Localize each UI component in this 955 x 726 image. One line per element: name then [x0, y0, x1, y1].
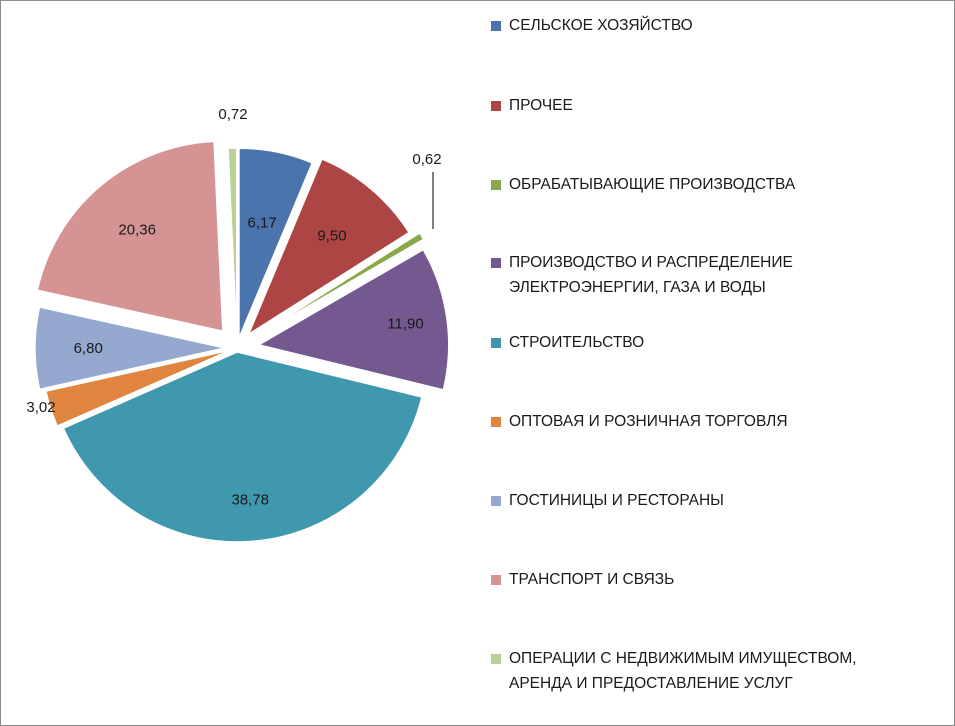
pie-slice-0 [238, 147, 314, 339]
legend-label: ПРОИЗВОДСТВО И РАСПРЕДЕЛЕНИЕ ЭЛЕКТРОЭНЕР… [509, 254, 793, 296]
pie-slice-6 [34, 306, 226, 391]
legend-swatch [491, 180, 501, 190]
legend-item-0: СЕЛЬСКОЕ ХОЗЯЙСТВО [491, 13, 693, 38]
legend-label: ТРАНСПОРТ И СВЯЗЬ [509, 571, 675, 588]
legend-swatch [491, 654, 501, 664]
legend-item-5: ОПТОВАЯ И РОЗНИЧНАЯ ТОРГОВЛЯ [491, 409, 788, 434]
data-label-2: 0,62 [412, 151, 441, 168]
legend-item-2: ОБРАБАТЫВАЮЩИЕ ПРОИЗВОДСТВА [491, 172, 795, 197]
legend-item-3: ПРОИЗВОДСТВО И РАСПРЕДЕЛЕНИЕ ЭЛЕКТРОЭНЕР… [491, 250, 793, 300]
data-label-6: 6,80 [74, 340, 103, 357]
pie-slice-3 [256, 248, 450, 391]
legend-label: СТРОИТЕЛЬСТВО [509, 334, 645, 351]
legend-swatch [491, 496, 501, 506]
data-label-5: 3,02 [26, 399, 55, 416]
data-label-8: 0,72 [218, 106, 247, 123]
pie-slice-2 [258, 231, 425, 336]
legend-item-7: ТРАНСПОРТ И СВЯЗЬ [491, 567, 674, 592]
legend-label: ГОСТИНИЦЫ И РЕСТОРАНЫ [509, 492, 724, 509]
pie-slice-7 [36, 140, 224, 333]
legend-item-1: ПРОЧЕЕ [491, 93, 573, 118]
pie-chart: 6,17 9,50 0,62 11,90 38,78 3,02 6,80 20,36 0,72 [26, 106, 450, 543]
legend-label: ОПТОВАЯ И РОЗНИЧНАЯ ТОРГОВЛЯ [509, 413, 788, 430]
pie-slice-8 [227, 147, 238, 339]
data-label-0: 6,17 [248, 215, 277, 232]
legend-label: ОБРАБАТЫВАЮЩИЕ ПРОИЗВОДСТВА [509, 176, 796, 193]
data-label-4: 38,78 [231, 492, 269, 509]
data-label-1: 9,50 [317, 228, 346, 245]
legend-item-8: ОПЕРАЦИИ С НЕДВИЖИМЫМ ИМУЩЕСТВОМ, АРЕНДА… [491, 646, 857, 696]
legend-label: ПРОЧЕЕ [509, 97, 573, 114]
data-label-3: 11,90 [387, 316, 423, 333]
pie-slice-1 [246, 157, 411, 337]
legend-label: ОПЕРАЦИИ С НЕДВИЖИМЫМ ИМУЩЕСТВОМ, АРЕНДА… [509, 650, 857, 692]
data-label-7: 20,36 [118, 221, 156, 238]
legend-item-6: ГОСТИНИЦЫ И РЕСТОРАНЫ [491, 488, 724, 513]
legend-swatch [491, 21, 501, 31]
legend-label: СЕЛЬСКОЕ ХОЗЯЙСТВО [509, 17, 693, 34]
legend: СЕЛЬСКОЕ ХОЗЯЙСТВО ПРОЧЕЕ ОБРАБАТЫВАЮЩИЕ П… [491, 1, 951, 725]
legend-swatch [491, 575, 501, 585]
legend-swatch [491, 338, 501, 348]
legend-swatch [491, 417, 501, 427]
legend-item-4: СТРОИТЕЛЬСТВО [491, 330, 644, 355]
legend-swatch [491, 258, 501, 268]
legend-swatch [491, 101, 501, 111]
pie-slice-4 [62, 351, 423, 543]
pie-slice-5 [44, 349, 232, 428]
